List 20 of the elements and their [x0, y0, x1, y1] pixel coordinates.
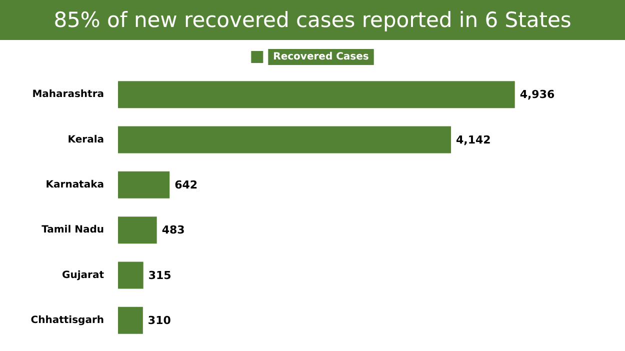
y-tick-label: Tamil Nadu: [42, 224, 104, 236]
data-label: 483: [162, 224, 185, 237]
bar: [118, 171, 170, 198]
data-label: 310: [148, 314, 172, 327]
data-label: 4,142: [456, 133, 491, 146]
y-tick-label: Kerala: [68, 134, 104, 146]
bar: [118, 126, 452, 154]
y-tick-label: Chhattisgarh: [30, 314, 104, 326]
data-label: 4,936: [520, 88, 555, 102]
bar: [118, 262, 144, 289]
data-label: 315: [148, 268, 172, 282]
data-label: 642: [174, 178, 198, 192]
legend-label: Recovered Cases: [273, 52, 369, 62]
bar: [118, 81, 515, 108]
chart-title: 85% of new recovered cases reported in 6 States: [0, 0, 625, 40]
bar: [118, 306, 143, 334]
bar: [118, 216, 157, 244]
y-tick-label: Maharashtra: [32, 89, 104, 100]
y-tick-label: Karnataka: [46, 179, 104, 190]
y-tick-label: Gujarat: [62, 270, 104, 281]
